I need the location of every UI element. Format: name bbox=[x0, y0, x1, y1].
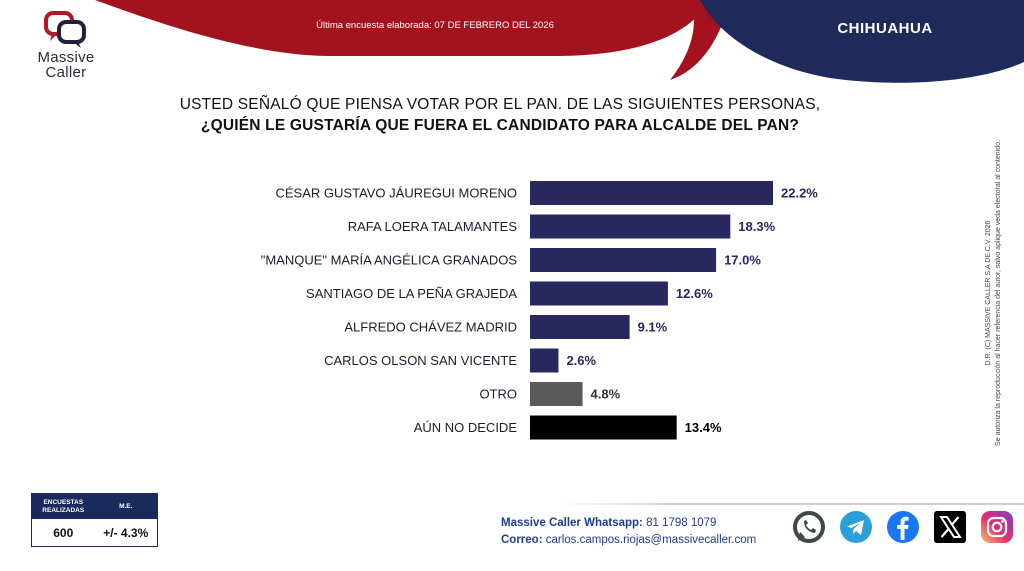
telegram-icon[interactable] bbox=[839, 510, 873, 544]
value-label: 22.2% bbox=[781, 186, 818, 201]
value-label: 2.6% bbox=[566, 353, 596, 368]
category-label: SANTIAGO DE LA PEÑA GRAJEDA bbox=[306, 286, 517, 301]
social-links bbox=[792, 510, 1014, 550]
survey-date: Última encuesta elaborada: 07 DE FEBRERO… bbox=[316, 20, 554, 31]
value-label: 9.1% bbox=[638, 320, 668, 335]
category-label: "MANQUE" MARÍA ANGÉLICA GRANADOS bbox=[261, 253, 518, 268]
copyright-line1: D.R. (C) MASSIVE CALLER S.A DE C.V. 2026 bbox=[985, 220, 992, 366]
bar bbox=[530, 181, 773, 205]
whatsapp-contact: Massive Caller Whatsapp: 81 1798 1079 bbox=[501, 517, 716, 529]
margin-error-value: +/- 4.3% bbox=[103, 525, 149, 540]
category-label: ALFREDO CHÁVEZ MADRID bbox=[344, 320, 517, 335]
bar bbox=[530, 382, 583, 406]
email-label: Correo: bbox=[501, 534, 543, 546]
brand-name-line1: Massive bbox=[37, 49, 95, 66]
brand-logo: Massive Caller bbox=[26, 10, 106, 80]
whatsapp-number[interactable]: 81 1798 1079 bbox=[646, 517, 717, 529]
region-title: CHIHUAHUA bbox=[837, 20, 933, 37]
bar bbox=[530, 214, 731, 239]
value-label: 4.8% bbox=[591, 387, 621, 402]
category-label: OTRO bbox=[479, 387, 517, 402]
copyright-line2: Se autoriza la reproducción al hacer ref… bbox=[995, 140, 1002, 446]
margin-error-header: M.E. bbox=[119, 502, 133, 510]
surveys-header: ENCUESTAS REALIZADAS bbox=[42, 498, 85, 514]
category-label: CARLOS OLSON SAN VICENTE bbox=[324, 353, 517, 368]
logo-bubbles-icon bbox=[44, 11, 86, 48]
footer-divider bbox=[560, 503, 1024, 505]
header-red-band bbox=[95, 0, 710, 56]
category-label: CÉSAR GUSTAVO JÁUREGUI MORENO bbox=[276, 186, 518, 201]
value-label: 12.6% bbox=[676, 286, 713, 301]
copyright-note: D.R. (C) MASSIVE CALLER S.A DE C.V. 2026… bbox=[984, 103, 1016, 483]
stats-table: ENCUESTAS REALIZADAS M.E. 600 +/- 4.3% bbox=[31, 493, 158, 547]
category-label: AÚN NO DECIDE bbox=[414, 420, 518, 435]
bar bbox=[530, 415, 677, 440]
whatsapp-icon[interactable] bbox=[792, 510, 826, 544]
question-line2: ¿QUIÉN LE GUSTARÍA QUE FUERA EL CANDIDAT… bbox=[200, 117, 800, 134]
header-navy-band bbox=[700, 0, 1024, 83]
question-line1: USTED SEÑALÓ QUE PIENSA VOTAR POR EL PAN… bbox=[179, 96, 821, 113]
email-contact: Correo: carlos.campos.riojas@massivecall… bbox=[501, 534, 756, 546]
bar bbox=[530, 248, 717, 272]
instagram-icon[interactable] bbox=[980, 510, 1014, 544]
value-label: 17.0% bbox=[724, 253, 761, 268]
email-link[interactable]: carlos.campos.riojas@massivecaller.com bbox=[545, 534, 757, 546]
brand-name-line2: Caller bbox=[45, 64, 87, 81]
x-icon[interactable] bbox=[933, 510, 967, 544]
bar bbox=[530, 348, 559, 373]
facebook-icon[interactable] bbox=[886, 510, 920, 544]
bar-chart: CÉSAR GUSTAVO JÁUREGUI MORENO 22.2% RAFA L… bbox=[261, 181, 818, 440]
bar bbox=[530, 281, 668, 306]
whatsapp-label: Massive Caller Whatsapp: bbox=[501, 517, 643, 529]
surveys-value: 600 bbox=[53, 525, 74, 540]
category-label: RAFA LOERA TALAMANTES bbox=[348, 219, 518, 234]
value-label: 13.4% bbox=[685, 420, 722, 435]
bar bbox=[530, 315, 630, 339]
value-label: 18.3% bbox=[738, 219, 775, 234]
